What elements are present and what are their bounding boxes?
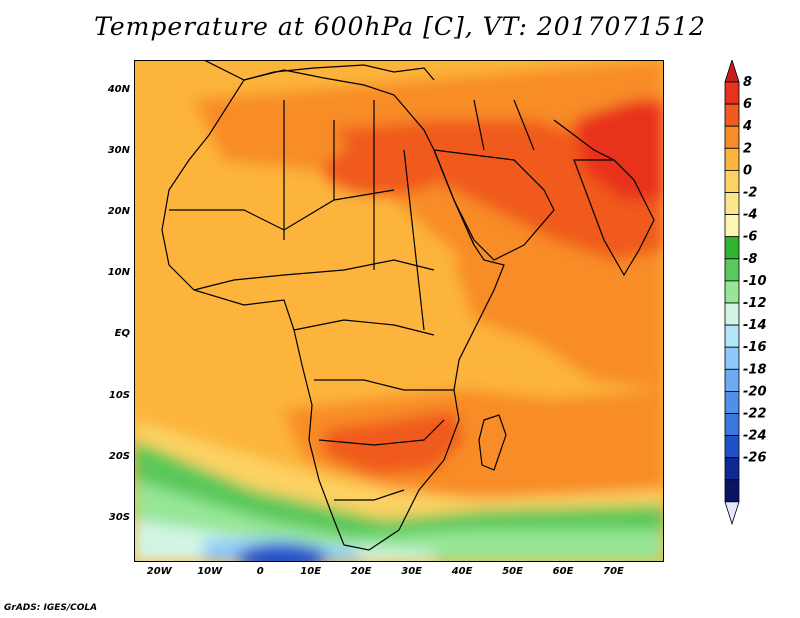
colorbar-swatch [724,147,740,171]
colorbar-label: -4 [743,208,757,223]
field-coldest-core [237,544,327,562]
country-border-4 [314,379,454,391]
lon-tick-label: 60E [552,566,574,577]
colorbar-swatch [724,390,740,414]
lat-tick-label: 30N [107,144,130,156]
field-warm-east [454,240,664,390]
map-border [134,60,664,562]
colorbar-label: -18 [743,362,767,377]
colorbar-swatch [724,280,740,304]
colorbar-swatch [724,214,740,238]
colorbar-swatch [724,81,740,105]
lat-tick-label: 40N [107,83,130,95]
colorbar-label: -22 [743,407,767,422]
colorbar-label: -10 [743,274,767,289]
red-sea [433,149,475,246]
lon-tick-label: 70E [603,566,624,577]
colorbar-swatch [724,103,740,127]
lon-tick-label: 30E [401,566,422,577]
lon-tick-label: 10E [300,566,322,577]
country-border-8 [473,99,615,161]
colorbar-label: 2 [743,141,752,156]
colorbar-label: -8 [743,252,757,267]
lat-tick-label: EQ [114,328,130,340]
colorbar-swatch [724,125,740,149]
colorbar-label: -6 [743,230,757,245]
lon-tick-label: 50E [502,566,523,577]
country-border-7 [283,100,425,331]
colorbar-label: 4 [742,119,752,134]
colorbar-swatch [724,413,740,437]
lon-tick-label: 0 [256,566,264,577]
map-title: Temperature at 600hPa [C], VT: 201707151… [94,12,706,41]
colorbar-swatch [724,170,740,193]
colorbar: 8 6 4 2 0 -2 -4 -6 -8 -10 -12 -14 -16 -18 -20 -22 -24 -26 [724,60,767,526]
madagascar [478,414,507,471]
lat-tick-label: 10N [107,267,130,279]
colorbar-swatch [724,192,740,216]
lon-tick-label: 20E [350,566,372,577]
lat-tick-label: 10S [108,389,130,401]
colorbar-label: -14 [743,318,767,333]
europe-coast [203,60,435,81]
colorbar-label: -16 [743,340,767,355]
lat-tick-label: 20N [107,206,130,218]
lat-tick-label: 30S [108,512,130,524]
india-coastline [573,159,655,277]
colorbar-swatch [724,479,740,503]
lon-tick-label: 10W [197,566,223,577]
country-border-2 [193,259,435,291]
lon-tick-label: 20W [146,566,172,577]
colorbar-swatch [724,368,740,392]
africa-coastline [161,69,505,551]
country-border-6 [334,489,405,501]
temperature-map [134,60,664,562]
colorbar-label: -2 [743,186,757,201]
colorbar-label: 6 [743,97,752,112]
colorbar-swatch [724,346,740,370]
colorbar-label: -26 [743,451,767,466]
field-hottest [574,100,664,200]
colorbar-swatch [724,324,740,348]
colorbar-bottom-arrow [724,501,740,526]
colorbar-top-arrow [724,60,740,83]
colorbar-label: 0 [743,163,752,178]
colorbar-label: -20 [743,384,767,399]
colorbar-swatch [724,236,740,260]
arabia-coastline [433,149,555,261]
lon-tick-label: 40E [451,566,473,577]
coastlines [161,60,655,551]
field-sahara-hot [324,145,444,195]
temperature-field [134,60,664,562]
lat-tick-label: 20S [108,450,130,462]
colorbar-swatch [724,457,740,481]
colorbar-label: 8 [743,75,752,90]
credit-label: GrADS: IGES/COLA [4,603,98,613]
colorbar-label: -24 [743,429,767,444]
country-border-3 [293,319,435,336]
colorbar-swatch [724,258,740,282]
country-border-5 [318,419,445,446]
colorbar-label: -12 [743,296,767,311]
colorbar-swatch [724,435,740,459]
colorbar-swatch [724,302,740,326]
